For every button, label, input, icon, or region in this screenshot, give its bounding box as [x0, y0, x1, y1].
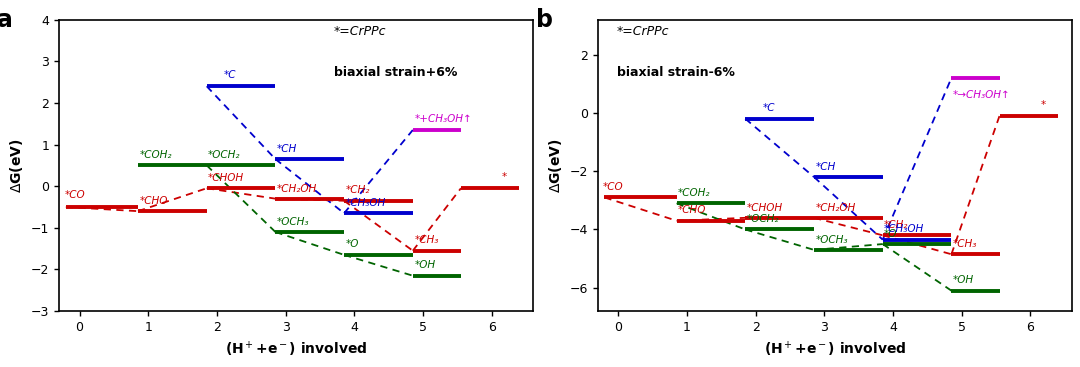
- Text: *=CrPPc: *=CrPPc: [617, 25, 669, 39]
- Text: *OH: *OH: [415, 260, 435, 270]
- Text: *CHOH: *CHOH: [746, 203, 783, 212]
- Text: *O: *O: [346, 240, 359, 250]
- X-axis label: (H$^+$+e$^-$) involved: (H$^+$+e$^-$) involved: [764, 339, 906, 359]
- Text: *COH₂: *COH₂: [139, 150, 172, 160]
- Text: *OCH₃: *OCH₃: [815, 235, 848, 245]
- Text: *CHO: *CHO: [678, 206, 706, 215]
- Text: *CH₃: *CH₃: [415, 235, 438, 245]
- Text: *=CrPPc: *=CrPPc: [334, 25, 387, 39]
- Text: a: a: [0, 8, 13, 32]
- Text: *COH₂: *COH₂: [678, 188, 711, 198]
- Text: *CH₂OH: *CH₂OH: [815, 203, 855, 212]
- Text: *OH: *OH: [953, 276, 974, 286]
- Text: *OCH₂: *OCH₂: [746, 214, 779, 224]
- Text: *CH: *CH: [276, 144, 297, 154]
- Text: *O: *O: [885, 229, 897, 239]
- Text: *: *: [502, 172, 508, 182]
- Text: *CH: *CH: [815, 162, 836, 172]
- Text: *CH₂: *CH₂: [346, 185, 369, 195]
- Text: *OCH₃: *OCH₃: [276, 217, 309, 227]
- Text: *CHOH: *CHOH: [208, 173, 244, 183]
- X-axis label: (H$^+$+e$^-$) involved: (H$^+$+e$^-$) involved: [225, 339, 367, 359]
- Text: *OCH₂: *OCH₂: [208, 150, 241, 160]
- Text: *+CH₃OH↑: *+CH₃OH↑: [415, 114, 472, 124]
- Text: *: *: [1041, 100, 1047, 110]
- Text: *CO: *CO: [603, 182, 624, 192]
- Text: *C: *C: [762, 103, 775, 113]
- Text: *CO: *CO: [65, 189, 85, 200]
- Text: *CH₂OH: *CH₂OH: [276, 184, 318, 194]
- Text: *CH₃OH: *CH₃OH: [346, 198, 386, 208]
- Text: b: b: [536, 8, 553, 32]
- Text: *CH₃: *CH₃: [953, 239, 977, 249]
- Y-axis label: $\Delta$G(eV): $\Delta$G(eV): [9, 138, 25, 193]
- Text: biaxial strain-6%: biaxial strain-6%: [617, 66, 734, 79]
- Y-axis label: $\Delta$G(eV): $\Delta$G(eV): [546, 138, 564, 193]
- Text: *CH₃OH: *CH₃OH: [885, 225, 924, 235]
- Text: biaxial strain+6%: biaxial strain+6%: [334, 66, 457, 79]
- Text: *C: *C: [224, 70, 237, 80]
- Text: *→CH₃OH↑: *→CH₃OH↑: [953, 90, 1011, 100]
- Text: *CH₂: *CH₂: [885, 220, 908, 230]
- Text: *CHO: *CHO: [139, 196, 167, 206]
